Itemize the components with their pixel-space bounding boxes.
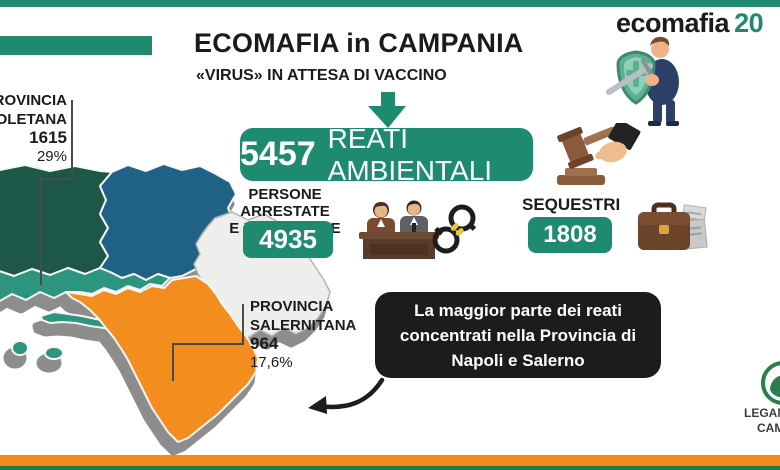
reati-label: REATI AMBIENTALI xyxy=(327,122,493,186)
salerno-callout-line xyxy=(172,343,244,345)
napoli-crime-count: 1615 xyxy=(29,128,67,147)
down-arrow-icon xyxy=(368,92,406,128)
footer-orange-stripe xyxy=(0,455,780,466)
arrestate-label-line1: PERSONE ARRESTATE xyxy=(240,186,330,220)
top-accent-stripe xyxy=(0,0,780,7)
ecomafia-logo-text: ecomafia xyxy=(616,8,730,38)
page-title: ECOMAFIA in CAMPANIA xyxy=(194,28,524,58)
footer-green-stripe xyxy=(0,466,780,470)
sequestri-label: SEQUESTRI xyxy=(522,195,621,214)
sequestri-badge: 1808 xyxy=(528,217,612,253)
page-subtitle: «VIRUS» IN ATTESA DI VACCINO xyxy=(196,67,447,84)
curved-arrow-icon xyxy=(308,377,385,414)
salerno-label-line1: PROVINCIA xyxy=(250,298,334,315)
napoli-crime-percent: 29% xyxy=(36,147,67,165)
callout-line3: Napoli e Salerno xyxy=(451,350,585,370)
island-capri xyxy=(44,346,64,360)
province-caserta xyxy=(0,163,113,278)
ecomafia-logo-year: 20 xyxy=(734,8,764,38)
map-provinces xyxy=(0,163,331,443)
legambiente-swan-logo xyxy=(761,361,780,405)
salerno-province-label: PROVINCIA SALERNITANA 964 17,6% xyxy=(250,298,356,372)
briefcase-icon xyxy=(638,202,708,250)
napoli-callout-line xyxy=(40,178,73,180)
callout-line2: concentrati nella Provincia di xyxy=(399,325,637,345)
legambiente-region: CAMPANIA xyxy=(757,421,780,435)
salerno-callout-line xyxy=(172,343,174,381)
legambiente-name: LEGAMBIENTE xyxy=(744,406,780,420)
napoli-province-label: PROVINCIA NAPOLETANA 1615 29% xyxy=(0,92,67,166)
gavel-icon xyxy=(557,123,641,185)
salerno-callout-line xyxy=(242,304,244,345)
court-handcuffs-icon xyxy=(359,200,476,259)
reati-value: 5457 xyxy=(240,135,316,173)
napoli-callout-line xyxy=(40,178,42,285)
callout-line1: La maggior parte dei reati xyxy=(414,300,622,320)
reati-ambientali-badge: 5457 REATI AMBIENTALI xyxy=(240,123,533,186)
arrestate-badge: 4935 xyxy=(243,221,333,258)
island-ischia xyxy=(11,340,29,356)
salerno-crime-percent: 17,6% xyxy=(250,353,293,371)
salerno-label-line2: SALERNITANA xyxy=(250,316,357,334)
campania-map xyxy=(0,163,331,460)
callout-box: La maggior parte dei reati concentrati n… xyxy=(375,292,661,378)
shield-person-illustration xyxy=(606,36,679,126)
ecomafia-logo: ecomafia 20 xyxy=(616,8,764,39)
napoli-callout-line xyxy=(71,100,73,178)
salerno-crime-count: 964 xyxy=(250,334,279,353)
title-accent-bar xyxy=(0,36,152,55)
napoli-label-line2: NAPOLETANA xyxy=(0,110,67,128)
napoli-label-line1: PROVINCIA xyxy=(0,92,67,109)
